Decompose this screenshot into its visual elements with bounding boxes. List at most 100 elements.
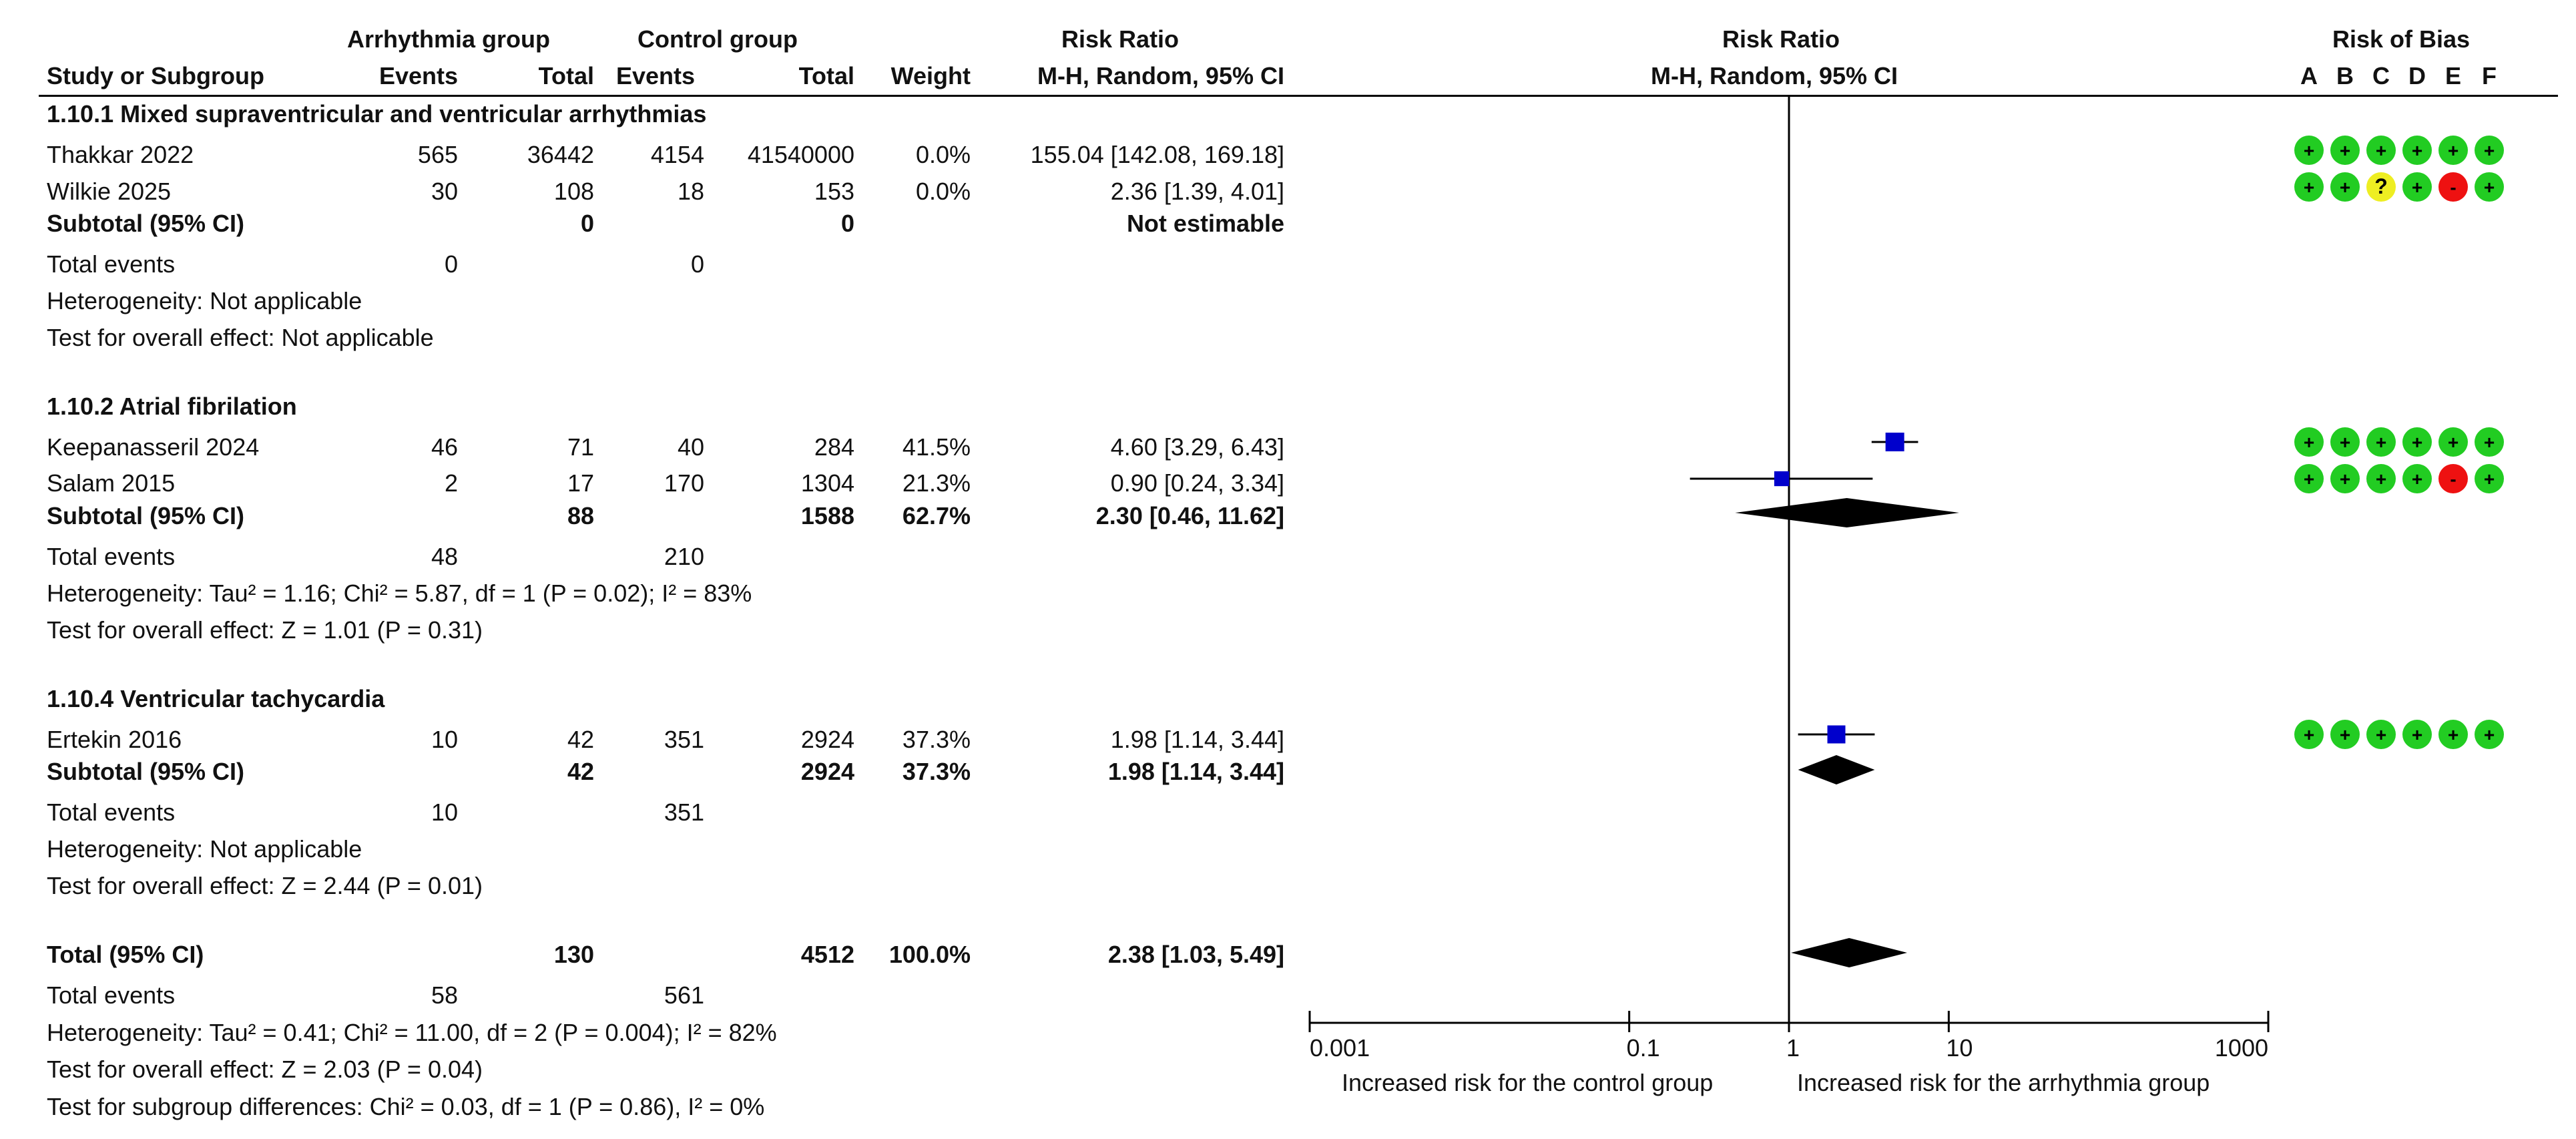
total-a: 36442 [527,141,594,168]
low-risk-icon [2402,720,2432,749]
low-risk-icon [2330,720,2360,749]
x-tick-label: 0.1 [1627,1034,1660,1062]
left-axis-label: Increased risk for the control group [1342,1069,1714,1096]
low-risk-icon [2330,464,2360,493]
total-c: 153 [814,178,854,205]
low-risk-icon [2402,464,2432,493]
low-risk-icon [2475,427,2504,457]
low-risk-icon [2294,427,2324,457]
subtotal-weight: 62.7% [902,502,971,529]
study-square [1827,725,1846,744]
total-events-a: 48 [431,543,458,570]
summary-diamond [1798,755,1875,784]
events-a: 565 [417,141,458,168]
risk-symbol: + [2484,432,2495,453]
total-ci: 2.38 [1.03, 5.49] [1107,941,1284,968]
risk-symbol: - [2450,177,2456,198]
low-risk-icon [2366,427,2396,457]
header-divider [39,95,2558,97]
header-risk-ratio: Risk Ratio [1061,25,1180,53]
total-events-a: 58 [431,981,458,1009]
risk-symbol: + [2376,140,2386,161]
weight: 41.5% [902,433,971,461]
events-a: 2 [444,469,458,497]
total-a: 71 [567,433,594,461]
low-risk-icon [2438,136,2468,165]
total-events-a: 10 [431,799,458,826]
subgroup-title: 1.10.1 Mixed supraventricular and ventri… [47,100,707,128]
events-c: 18 [677,178,704,205]
study-name: Wilkie 2025 [47,178,172,205]
events-a: 46 [431,433,458,461]
overall-effect-text: Test for overall effect: Z = 2.03 (P = 0… [47,1056,483,1083]
risk-symbol: + [2448,432,2459,453]
total-events-c: 210 [664,543,704,570]
weight: 0.0% [915,141,971,168]
risk-symbol: + [2376,469,2386,489]
subtotal-total-a: 88 [567,502,594,529]
total-a: 108 [553,178,594,205]
heterogeneity-text: Heterogeneity: Not applicable [47,835,362,863]
header-risk-of-bias: Risk of Bias [2332,25,2471,53]
total-c: 284 [814,433,854,461]
subtotal-total-c: 2924 [800,758,854,785]
risk-symbol: + [2340,724,2350,745]
ci-text: 4.60 [3.29, 6.43] [1110,433,1284,461]
study-square [1774,471,1790,487]
risk-symbol: + [2484,724,2495,745]
risk-symbol: + [2304,432,2314,453]
subgroup-title: 1.10.4 Ventricular tachycardia [47,685,385,712]
subtotal-label: Subtotal (95% CI) [47,758,245,785]
x-tick-label: 0.001 [1310,1034,1370,1062]
risk-symbol: + [2340,140,2350,161]
header-weight: Weight [890,62,971,89]
high-risk-icon [2438,172,2468,202]
total-events-label: Total events [47,799,176,826]
bias-letter-d: D [2408,62,2426,89]
events-a: 30 [431,178,458,205]
risk-symbol: + [2304,469,2314,489]
low-risk-icon [2475,464,2504,493]
low-risk-icon [2475,172,2504,202]
risk-symbol: + [2484,469,2495,489]
summary-diamond [1735,498,1959,527]
subtotal-total-c: 1588 [800,502,854,529]
total-a: 42 [567,726,594,753]
ci-text: 155.04 [142.08, 169.18] [1030,141,1284,168]
low-risk-icon [2475,720,2504,749]
risk-symbol: + [2412,177,2422,198]
subgroup-differences-text: Test for subgroup differences: Chi² = 0.… [47,1093,765,1120]
risk-symbol: + [2340,469,2350,489]
low-risk-icon [2294,136,2324,165]
heterogeneity-text: Heterogeneity: Tau² = 1.16; Chi² = 5.87,… [47,580,752,607]
total-events-c: 351 [664,799,704,826]
low-risk-icon [2294,172,2324,202]
header-events-c: Events [616,62,696,89]
total-events-a: 0 [444,250,458,278]
weight: 37.3% [902,726,971,753]
risk-symbol: ? [2374,174,2388,198]
weight: 0.0% [915,178,971,205]
risk-symbol: + [2484,140,2495,161]
total-total-a: 130 [553,941,594,968]
low-risk-icon [2402,172,2432,202]
ci-text: 0.90 [0.24, 3.34] [1110,469,1284,497]
subtotal-ci: Not estimable [1126,210,1284,237]
total-events-c: 561 [664,981,704,1009]
header-control-group: Control group [637,25,798,53]
risk-symbol: + [2304,140,2314,161]
subtotal-label: Subtotal (95% CI) [47,502,245,529]
summary-diamond [1791,938,1908,967]
events-c: 351 [664,726,704,753]
header-total-a: Total [538,62,594,89]
total-events-c: 0 [690,250,704,278]
header-total-c: Total [798,62,854,89]
low-risk-icon [2294,720,2324,749]
overall-effect-text: Test for overall effect: Z = 1.01 (P = 0… [47,616,483,644]
low-risk-icon [2294,464,2324,493]
total-weight: 100.0% [888,941,971,968]
right-axis-label: Increased risk for the arrhythmia group [1797,1069,2210,1096]
events-c: 170 [664,469,704,497]
